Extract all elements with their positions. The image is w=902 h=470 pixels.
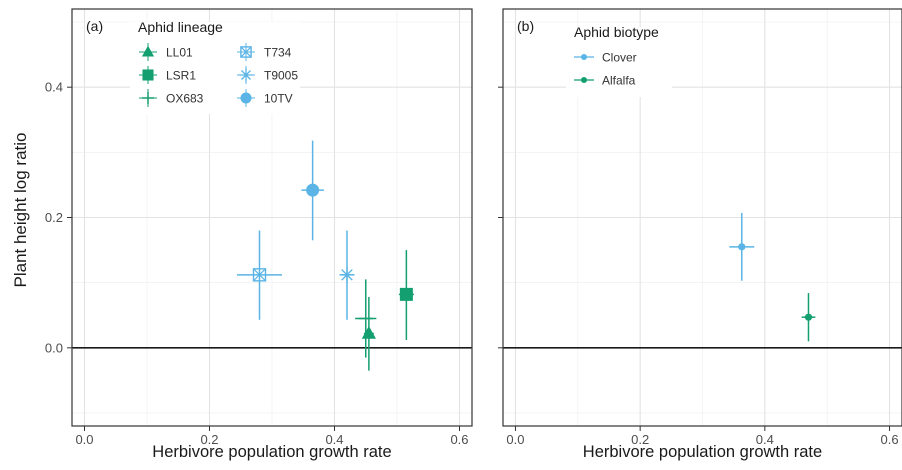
legend-label-5: 10TV (264, 92, 293, 106)
x-axis-label: Herbivore population growth rate (583, 443, 822, 461)
legend-label-4: T9005 (264, 69, 298, 83)
marker-alfalfa (804, 313, 813, 321)
legend-title: Aphid biotype (574, 24, 659, 40)
legend-background (130, 22, 300, 114)
legend-label-0: LL01 (166, 46, 193, 60)
legend-label-3: T734 (264, 46, 292, 60)
legend-label-0: Clover (602, 51, 637, 65)
legend-marker-1 (580, 76, 588, 84)
y-tick-label-1: 0.2 (45, 210, 63, 225)
legend-marker-3-box (240, 46, 252, 58)
data-point-t9005 (339, 230, 355, 320)
data-point-ox683 (355, 279, 377, 358)
x-axis-label: Herbivore population growth rate (152, 443, 391, 461)
legend-label-1: Alfalfa (602, 74, 636, 88)
marker-t734 (252, 268, 267, 282)
legend-marker-0 (580, 53, 588, 61)
data-point-10tv (301, 140, 324, 241)
x-tick-label-2: 0.4 (325, 432, 343, 447)
x-tick-label-3: 0.6 (880, 432, 898, 447)
legend: Aphid biotype Clover Alfalfa (566, 24, 672, 97)
panel-label: (b) (517, 18, 534, 34)
x-tick-label-3: 0.6 (450, 432, 468, 447)
legend-marker-5 (240, 92, 252, 104)
legend-marker-2 (142, 92, 154, 104)
legend-marker-1 (142, 69, 154, 81)
marker-ox683 (358, 311, 373, 326)
data-point-t734 (237, 230, 282, 320)
marker-t734-box (252, 268, 267, 282)
data-point-alfalfa (801, 293, 816, 342)
x-tick-label-1: 0.2 (631, 432, 649, 447)
data-point-clover (729, 212, 755, 281)
y-tick-label-0: 0.0 (45, 340, 63, 355)
legend-marker-3 (240, 46, 252, 58)
y-tick-label-2: 0.4 (45, 80, 63, 95)
legend-marker-3-cross (240, 46, 252, 58)
legend-background (566, 27, 672, 97)
legend-marker-4 (239, 68, 253, 82)
panel-label: (a) (86, 18, 103, 34)
marker-t734-cross (253, 268, 266, 282)
marker-lsr1 (399, 287, 413, 301)
marker-t9005 (339, 267, 355, 283)
legend-marker-0 (141, 45, 155, 57)
legend-title: Aphid lineage (138, 19, 223, 35)
marker-10tv (306, 183, 320, 197)
data-point-lsr1 (398, 250, 414, 340)
legend-label-1: LSR1 (166, 69, 196, 83)
legend: Aphid lineage LL01 LSR1 OX683 T734 T9005 10TV (130, 19, 300, 114)
panel-b: 0.0 0.2 0.4 0.6 Herbivore population growth … (498, 8, 902, 461)
x-tick-label-2: 0.4 (756, 432, 774, 447)
x-tick-label-1: 0.2 (200, 432, 218, 447)
y-axis-label: Plant height log ratio (11, 133, 30, 288)
x-tick-label-0: 0.0 (506, 432, 524, 447)
legend-label-2: OX683 (166, 92, 204, 106)
x-tick-label-0: 0.0 (75, 432, 93, 447)
marker-clover (738, 243, 746, 251)
